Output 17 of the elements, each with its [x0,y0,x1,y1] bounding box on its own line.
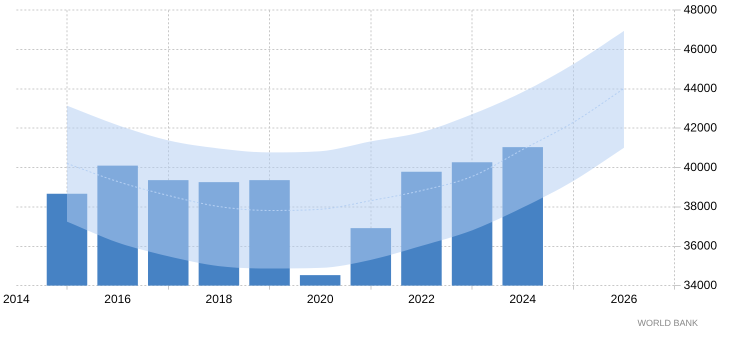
y-tick-label: 38000 [684,199,718,214]
text: WORLD BANK [637,318,698,328]
y-tick-label: 46000 [684,42,718,56]
line-series [66,88,624,211]
y-tick-label: 36000 [684,238,718,253]
x-tick-label: 2020 [306,292,334,306]
y-tick-label: 40000 [684,160,718,174]
y-tick-label: 44000 [684,81,718,96]
x-tick-label: 2014 [2,292,30,306]
x-tick-label: 2018 [206,292,233,306]
x-tick-label: 2022 [408,292,436,306]
y-tick-label: 48000 [684,2,718,17]
y-tick-label: 34000 [684,278,718,292]
x-tick-label: 2016 [104,292,132,306]
y-tick-label: 42000 [684,120,718,135]
x-tick-label: 2024 [509,292,536,306]
x-tick-label: 2026 [610,292,638,306]
